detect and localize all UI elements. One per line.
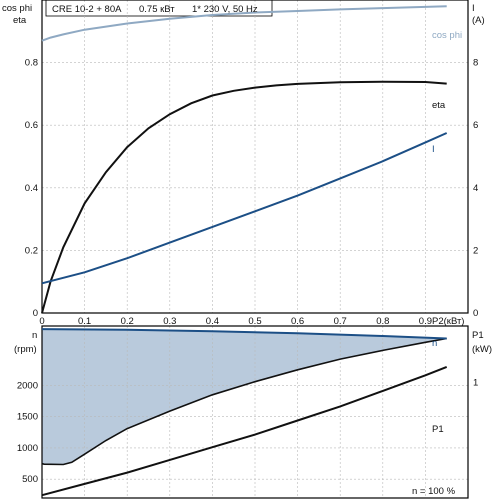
bottom-left-tick-label: 1000 <box>17 443 38 454</box>
header-supply: 1* 230 V, 50 Hz <box>192 4 258 15</box>
speed-curve <box>41 328 447 340</box>
top-left-axis-label-1: cos phi <box>2 3 32 14</box>
top-x-tick-label: 0.5 <box>248 316 261 327</box>
top-left-tick-label: 0 <box>33 308 38 319</box>
bottom-plot-frame <box>41 325 469 499</box>
top-left-tick-label: 0.8 <box>25 58 38 69</box>
header-model: CRE 10-2 + 80A <box>52 4 122 15</box>
top-x-tick-label: 0.1 <box>78 316 91 327</box>
top-plot-frame <box>41 0 469 314</box>
eta-curve <box>41 80 447 314</box>
top-x-tick-label: 0.7 <box>334 316 347 327</box>
current-curve <box>41 132 448 285</box>
bottom-right-tick-label: 1 <box>473 377 478 388</box>
input-power-curve <box>41 365 448 497</box>
top-x-tick-label: 0.2 <box>121 316 134 327</box>
speed-curve-label: n <box>432 338 437 349</box>
top-right-axis-label-2: (A) <box>472 15 485 26</box>
bottom-left-tick-label: 1500 <box>17 412 38 423</box>
top-right-tick-label: 6 <box>473 120 478 131</box>
top-x-tick-label: 0.9 <box>419 316 432 327</box>
speed-lower-boundary-curve <box>41 337 447 466</box>
top-x-tick-label: 0.3 <box>163 316 176 327</box>
cos-phi-curve <box>41 5 447 42</box>
top-x-tick-label: 0 <box>39 316 44 327</box>
header-box <box>45 0 273 17</box>
p1-curve-label: P1 <box>432 424 444 435</box>
bottom-left-axis-label-1: n <box>32 330 37 341</box>
top-x-tick-label: 0.6 <box>291 316 304 327</box>
top-x-tick-label: 0.8 <box>376 316 389 327</box>
top-x-tick-label: 0.4 <box>206 316 219 327</box>
eta-curve-label: eta <box>432 100 446 111</box>
top-right-tick-label: 8 <box>473 58 478 69</box>
bottom-right-axis-label-1: P1 <box>472 330 484 341</box>
top-left-axis-label-2: eta <box>13 15 27 26</box>
top-right-tick-label: 0 <box>473 308 478 319</box>
bottom-right-axis-label-2: (kW) <box>472 344 492 355</box>
current-curve-label: I <box>432 144 435 155</box>
speed-range-area <box>42 329 447 465</box>
bottom-left-tick-label: 2000 <box>17 380 38 391</box>
top-right-tick-label: 2 <box>473 245 478 256</box>
top-left-tick-label: 0.4 <box>25 183 38 194</box>
footer-speed-note: n = 100 % <box>412 486 456 497</box>
top-right-axis-label-1: I <box>472 3 475 14</box>
top-x-axis-label: P2(кВт) <box>432 316 464 327</box>
cos-phi-curve-label: cos phi <box>432 30 462 41</box>
top-left-tick-label: 0.6 <box>25 120 38 131</box>
top-left-tick-label: 0.2 <box>25 245 38 256</box>
top-right-tick-label: 4 <box>473 183 478 194</box>
bottom-left-tick-label: 500 <box>22 474 38 485</box>
header-power: 0.75 кВт <box>139 4 175 15</box>
bottom-left-axis-label-2: (rpm) <box>14 344 37 355</box>
